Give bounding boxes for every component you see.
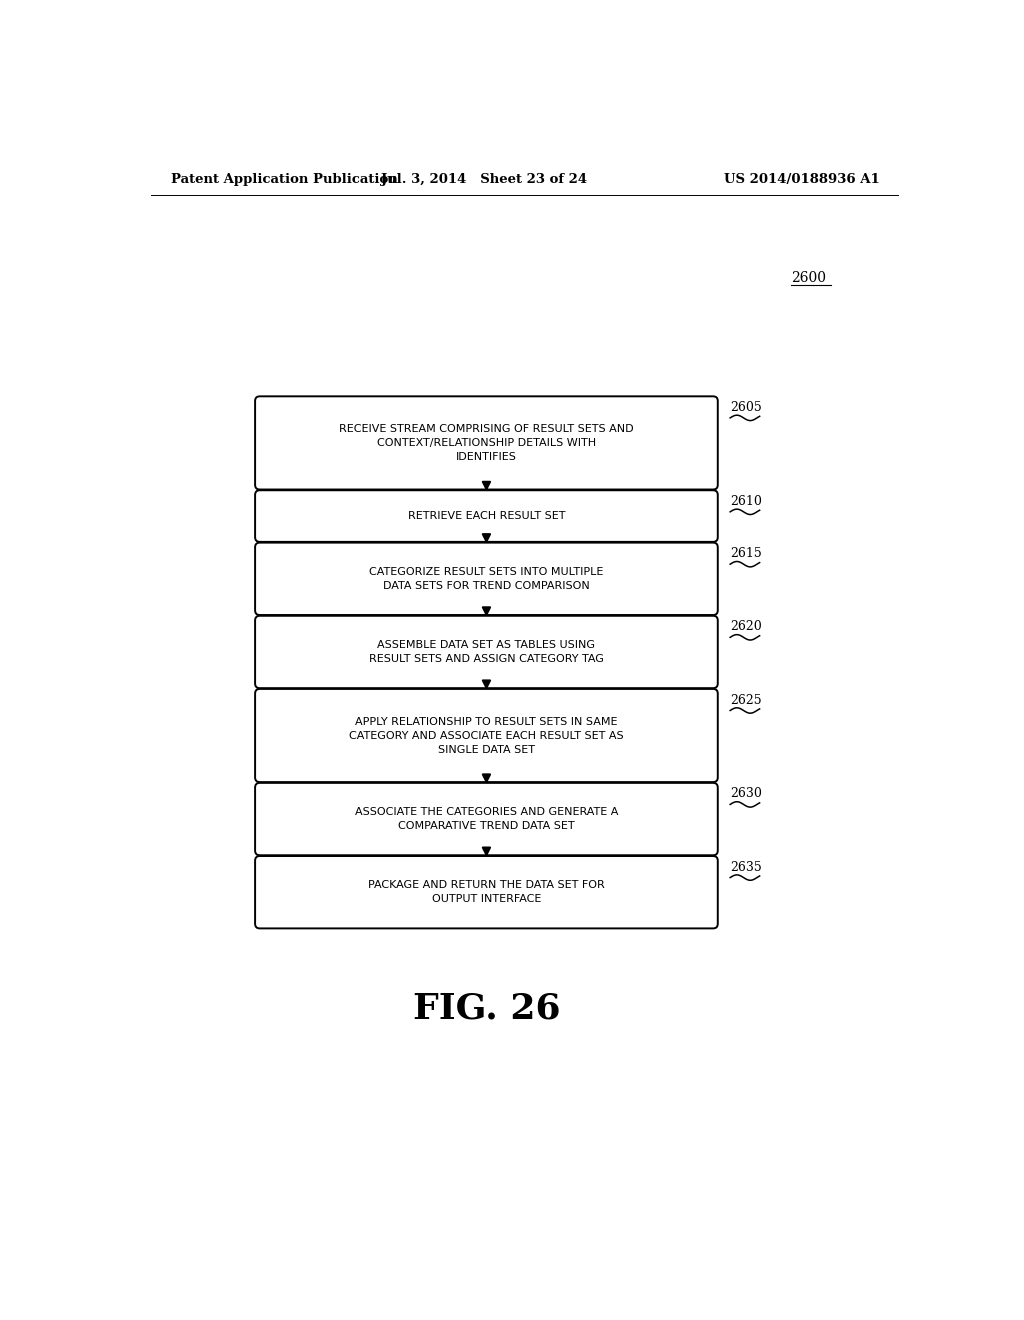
Text: ASSOCIATE THE CATEGORIES AND GENERATE A
COMPARATIVE TREND DATA SET: ASSOCIATE THE CATEGORIES AND GENERATE A … bbox=[354, 807, 618, 832]
Text: 2615: 2615 bbox=[730, 548, 762, 560]
Text: Patent Application Publication: Patent Application Publication bbox=[171, 173, 397, 186]
Text: US 2014/0188936 A1: US 2014/0188936 A1 bbox=[724, 173, 880, 186]
Text: 2635: 2635 bbox=[730, 861, 762, 874]
FancyBboxPatch shape bbox=[255, 543, 718, 615]
FancyBboxPatch shape bbox=[255, 689, 718, 781]
Text: 2625: 2625 bbox=[730, 693, 762, 706]
Text: 2600: 2600 bbox=[791, 272, 825, 285]
Text: RECEIVE STREAM COMPRISING OF RESULT SETS AND
CONTEXT/RELATIONSHIP DETAILS WITH
I: RECEIVE STREAM COMPRISING OF RESULT SETS… bbox=[339, 424, 634, 462]
Text: PACKAGE AND RETURN THE DATA SET FOR
OUTPUT INTERFACE: PACKAGE AND RETURN THE DATA SET FOR OUTP… bbox=[368, 880, 605, 904]
Text: Jul. 3, 2014   Sheet 23 of 24: Jul. 3, 2014 Sheet 23 of 24 bbox=[381, 173, 588, 186]
FancyBboxPatch shape bbox=[255, 490, 718, 543]
Text: 2605: 2605 bbox=[730, 401, 762, 414]
FancyBboxPatch shape bbox=[255, 857, 718, 928]
FancyBboxPatch shape bbox=[255, 615, 718, 688]
Text: APPLY RELATIONSHIP TO RESULT SETS IN SAME
CATEGORY AND ASSOCIATE EACH RESULT SET: APPLY RELATIONSHIP TO RESULT SETS IN SAM… bbox=[349, 717, 624, 755]
FancyBboxPatch shape bbox=[255, 396, 718, 490]
Text: RETRIEVE EACH RESULT SET: RETRIEVE EACH RESULT SET bbox=[408, 511, 565, 521]
Text: 2630: 2630 bbox=[730, 788, 762, 800]
FancyBboxPatch shape bbox=[255, 783, 718, 855]
Text: 2610: 2610 bbox=[730, 495, 762, 508]
Text: CATEGORIZE RESULT SETS INTO MULTIPLE
DATA SETS FOR TREND COMPARISON: CATEGORIZE RESULT SETS INTO MULTIPLE DAT… bbox=[370, 566, 603, 591]
Text: FIG. 26: FIG. 26 bbox=[413, 991, 560, 1026]
Text: 2620: 2620 bbox=[730, 620, 762, 634]
Text: ASSEMBLE DATA SET AS TABLES USING
RESULT SETS AND ASSIGN CATEGORY TAG: ASSEMBLE DATA SET AS TABLES USING RESULT… bbox=[369, 640, 604, 664]
